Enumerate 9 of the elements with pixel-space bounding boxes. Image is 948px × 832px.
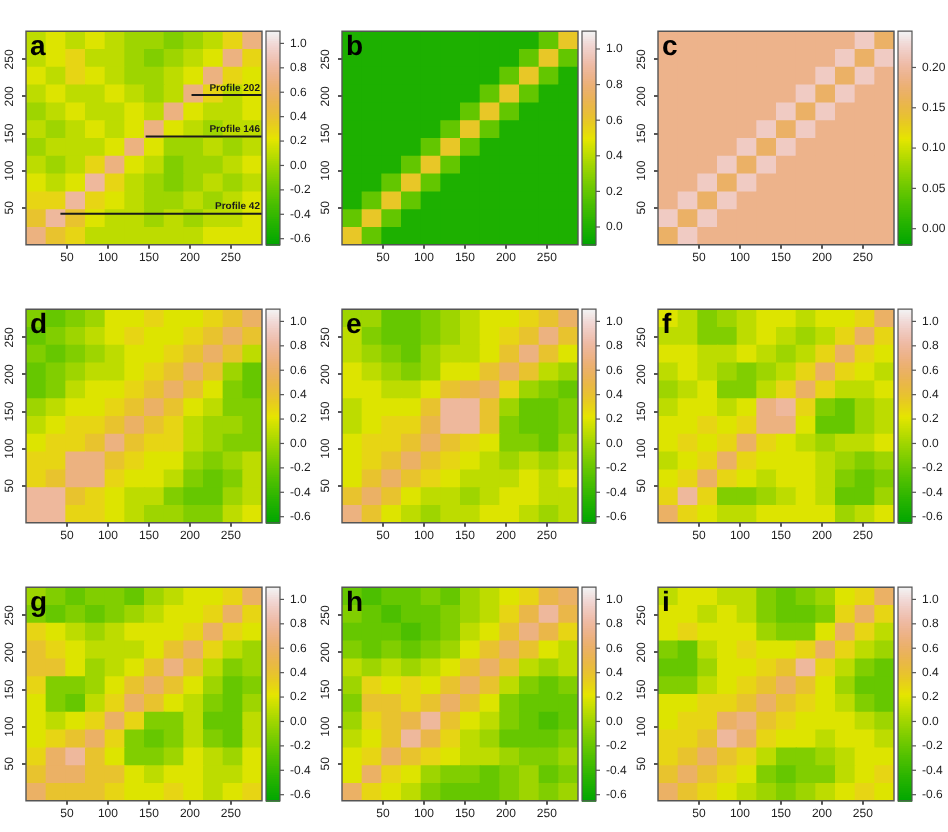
chart-title: a — [30, 28, 46, 61]
chart-title: c — [662, 28, 678, 61]
chart-title: f — [662, 306, 672, 339]
chart-title: b — [346, 28, 364, 61]
chart-title: e — [346, 306, 362, 339]
chart-title: i — [662, 584, 670, 617]
chart-title: d — [30, 306, 48, 339]
chart-title: g — [30, 584, 48, 617]
chart-title: h — [346, 584, 364, 617]
